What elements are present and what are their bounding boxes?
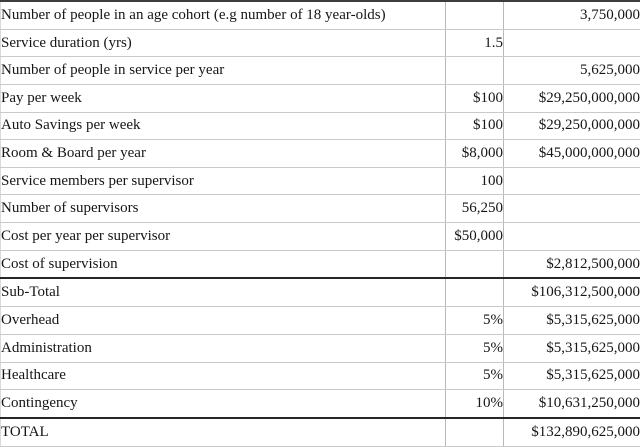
result-value-cell[interactable]: $5,315,625,000: [503, 334, 640, 363]
input-value-cell[interactable]: [445, 250, 504, 279]
input-value-cell[interactable]: $50,000: [445, 222, 504, 251]
label-cell[interactable]: Service members per supervisor: [0, 167, 446, 196]
result-value-cell[interactable]: $10,631,250,000: [503, 389, 640, 419]
row-administration: Administration 5% $5,315,625,000: [0, 334, 640, 363]
input-value-cell[interactable]: $100: [445, 84, 504, 113]
row-total: TOTAL $132,890,625,000: [0, 416, 640, 447]
label-cell[interactable]: Cost of supervision: [0, 250, 446, 279]
row-pay-per-week: Pay per week $100 $29,250,000,000: [0, 84, 640, 113]
label-cell[interactable]: Room & Board per year: [0, 139, 446, 168]
row-subtotal: Sub-Total $106,312,500,000: [0, 277, 640, 308]
input-value-cell[interactable]: [445, 277, 504, 308]
row-contingency: Contingency 10% $10,631,250,000: [0, 389, 640, 419]
label-cell[interactable]: Service duration (yrs): [0, 29, 446, 58]
input-value-cell[interactable]: [445, 416, 504, 447]
row-room-and-board: Room & Board per year $8,000 $45,000,000…: [0, 139, 640, 168]
label-cell[interactable]: Number of people in service per year: [0, 56, 446, 86]
input-value-cell[interactable]: [445, 1, 504, 30]
input-value-cell[interactable]: $8,000: [445, 139, 504, 168]
input-value-cell[interactable]: 1.5: [445, 29, 504, 58]
row-overhead: Overhead 5% $5,315,625,000: [0, 306, 640, 335]
input-value-cell[interactable]: 100: [445, 167, 504, 196]
row-cost-of-supervision: Cost of supervision $2,812,500,000: [0, 250, 640, 279]
row-number-of-supervisors: Number of supervisors 56,250: [0, 194, 640, 224]
result-value-cell[interactable]: $29,250,000,000: [503, 84, 640, 113]
row-healthcare: Healthcare 5% $5,315,625,000: [0, 362, 640, 391]
label-cell[interactable]: Number of supervisors: [0, 194, 446, 224]
result-value-cell[interactable]: $5,315,625,000: [503, 362, 640, 391]
row-people-in-service: Number of people in service per year 5,6…: [0, 56, 640, 86]
input-value-cell[interactable]: 56,250: [445, 194, 504, 224]
label-cell[interactable]: Pay per week: [0, 84, 446, 113]
label-cell[interactable]: Administration: [0, 334, 446, 363]
input-value-cell[interactable]: $100: [445, 112, 504, 141]
result-value-cell[interactable]: [503, 194, 640, 224]
label-cell[interactable]: Overhead: [0, 306, 446, 335]
label-cell[interactable]: Sub-Total: [0, 277, 446, 308]
row-age-cohort: Number of people in an age cohort (e.g n…: [0, 1, 640, 30]
input-value-cell[interactable]: [445, 56, 504, 86]
label-cell[interactable]: Auto Savings per week: [0, 112, 446, 141]
input-value-cell[interactable]: 5%: [445, 306, 504, 335]
row-service-duration: Service duration (yrs) 1.5: [0, 29, 640, 58]
label-cell[interactable]: TOTAL: [0, 416, 446, 447]
input-value-cell[interactable]: 5%: [445, 362, 504, 391]
row-members-per-supervisor: Service members per supervisor 100: [0, 167, 640, 196]
input-value-cell[interactable]: 10%: [445, 389, 504, 419]
result-value-cell[interactable]: [503, 222, 640, 251]
result-value-cell[interactable]: $132,890,625,000: [503, 416, 640, 447]
label-cell[interactable]: Number of people in an age cohort (e.g n…: [0, 1, 446, 30]
input-value-cell[interactable]: 5%: [445, 334, 504, 363]
result-value-cell[interactable]: $5,315,625,000: [503, 306, 640, 335]
result-value-cell[interactable]: $29,250,000,000: [503, 112, 640, 141]
result-value-cell[interactable]: 5,625,000: [503, 56, 640, 86]
result-value-cell[interactable]: $45,000,000,000: [503, 139, 640, 168]
label-cell[interactable]: Contingency: [0, 389, 446, 419]
label-cell[interactable]: Healthcare: [0, 362, 446, 391]
row-cost-per-supervisor: Cost per year per supervisor $50,000: [0, 222, 640, 251]
result-value-cell[interactable]: $2,812,500,000: [503, 250, 640, 279]
label-cell[interactable]: Cost per year per supervisor: [0, 222, 446, 251]
result-value-cell[interactable]: [503, 167, 640, 196]
row-auto-savings: Auto Savings per week $100 $29,250,000,0…: [0, 112, 640, 141]
result-value-cell[interactable]: [503, 29, 640, 58]
result-value-cell[interactable]: 3,750,000: [503, 1, 640, 30]
result-value-cell[interactable]: $106,312,500,000: [503, 277, 640, 308]
